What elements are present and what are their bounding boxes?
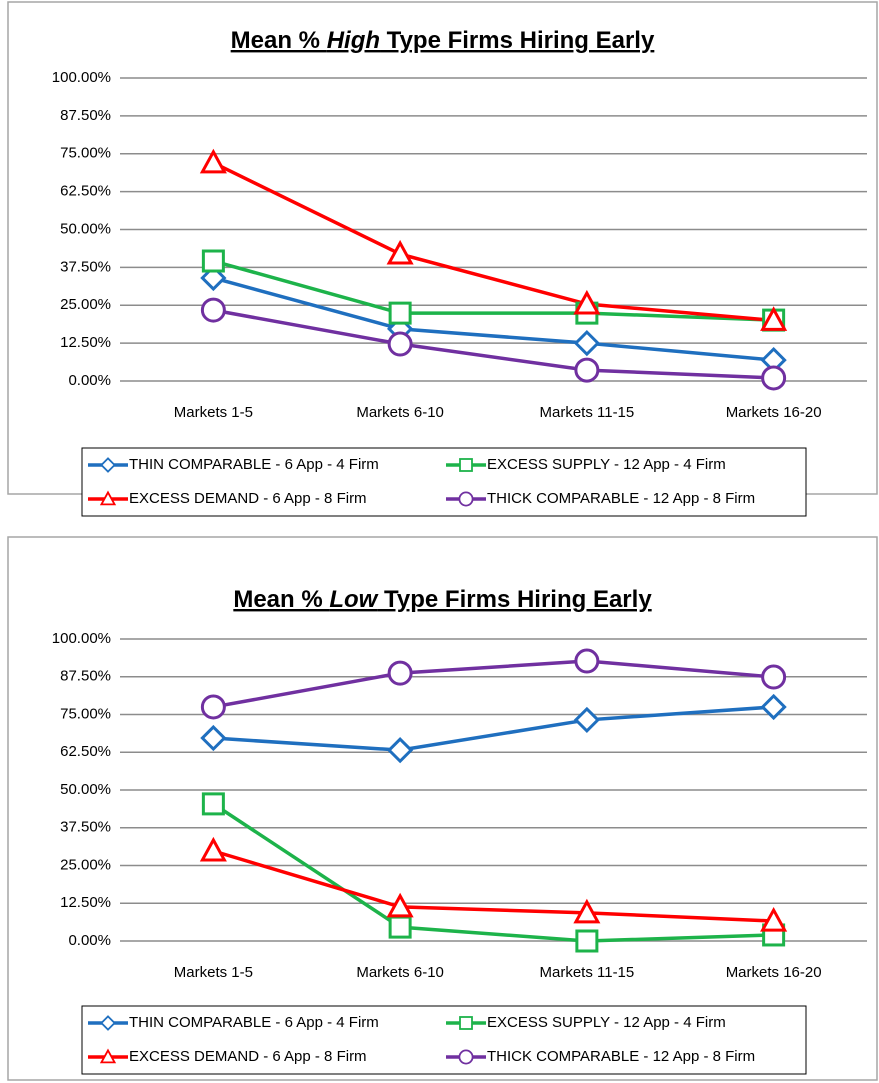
legend-label: THICK COMPARABLE - 12 App - 8 Firm [487,490,755,507]
legend-label: EXCESS DEMAND - 6 App - 8 Firm [129,490,367,507]
marker [200,297,226,323]
marker [387,331,413,357]
marker [760,906,788,932]
marker [573,289,601,315]
marker [574,648,600,674]
chart-title: Mean % High Type Firms Hiring Early [231,27,655,54]
y-tick-label: 100.00% [52,630,111,647]
y-tick-label: 25.00% [60,856,111,873]
y-tick-label: 0.00% [68,932,111,949]
y-tick-label: 75.00% [60,705,111,722]
series-line [213,308,774,380]
title-part: Type Firms Hiring Early [377,586,652,613]
legend-label: THIN COMPARABLE - 6 App - 4 Firm [129,1014,379,1031]
marker [200,694,226,720]
legend-label: EXCESS DEMAND - 6 App - 8 Firm [129,1048,367,1065]
marker [760,306,788,331]
series-line [212,161,774,323]
chart-title: Mean % Low Type Firms Hiring Early [233,586,652,613]
marker [388,301,412,325]
legend-label: THIN COMPARABLE - 6 App - 4 Firm [129,456,379,473]
legend-marker [100,457,116,473]
title-part: Low [329,586,378,613]
chart: Mean % High Type Firms Hiring Early 0.00%… [7,1,878,517]
title-part: High [327,27,380,54]
marker [573,898,601,924]
legend-box [81,447,807,517]
legend-label: EXCESS SUPPLY - 12 App - 4 Firm [487,456,726,473]
y-tick-label: 50.00% [60,220,111,237]
chart: Mean % Low Type Firms Hiring Early 0.00% 1… [7,536,878,1081]
title-part: Mean % [233,586,329,613]
legend-marker [459,1016,473,1030]
series-line [213,705,774,752]
marker [575,929,599,953]
marker [199,148,227,174]
y-tick-label: 62.50% [60,183,111,200]
legend-marker [458,1049,474,1065]
y-tick-label: 100.00% [52,69,111,86]
chart-frame [7,536,878,1081]
x-tick-label: Markets 11-15 [539,404,634,421]
legend-marker [458,491,474,507]
series-line [212,276,774,362]
marker [200,724,227,752]
x-tick-label: Markets 6-10 [356,964,444,981]
y-tick-label: 37.50% [60,819,111,836]
legend-marker [100,1015,116,1031]
marker [386,892,414,918]
marker [386,239,414,265]
y-tick-label: 87.50% [60,668,111,685]
chart-frame [7,1,878,495]
x-tick-label: Markets 11-15 [539,964,634,981]
title-part: Mean % [231,27,327,54]
series-line [212,802,774,943]
legend-marker [99,490,117,506]
legend-label: THICK COMPARABLE - 12 App - 8 Firm [487,1048,755,1065]
marker [761,664,787,690]
y-tick-label: 25.00% [60,296,111,313]
title-part: Type Firms Hiring Early [380,27,655,54]
x-tick-label: Markets 1-5 [174,404,253,421]
y-tick-label: 12.50% [60,334,111,351]
marker [388,915,412,939]
legend-box [81,1005,807,1075]
marker [574,357,600,383]
legend-marker [459,458,473,472]
x-tick-label: Markets 6-10 [356,404,444,421]
series-line [212,259,774,322]
y-tick-label: 12.50% [60,894,111,911]
marker [201,249,225,273]
marker [761,365,787,391]
y-tick-label: 62.50% [60,743,111,760]
x-tick-label: Markets 1-5 [174,964,253,981]
y-tick-label: 50.00% [60,781,111,798]
marker [760,693,787,721]
x-tick-label: Markets 16-20 [726,964,822,981]
marker [387,737,414,764]
marker [573,330,600,357]
y-tick-label: 75.00% [60,145,111,162]
series-line [212,849,774,923]
marker [387,660,413,686]
legend-label: EXCESS SUPPLY - 12 App - 4 Firm [487,1014,726,1031]
y-tick-label: 37.50% [60,258,111,275]
x-tick-label: Markets 16-20 [726,404,822,421]
marker [199,836,227,862]
y-tick-label: 0.00% [68,372,111,389]
y-tick-label: 87.50% [60,107,111,124]
marker [573,706,600,734]
legend-marker [99,1048,117,1064]
marker [201,792,225,816]
series-line [213,659,774,709]
